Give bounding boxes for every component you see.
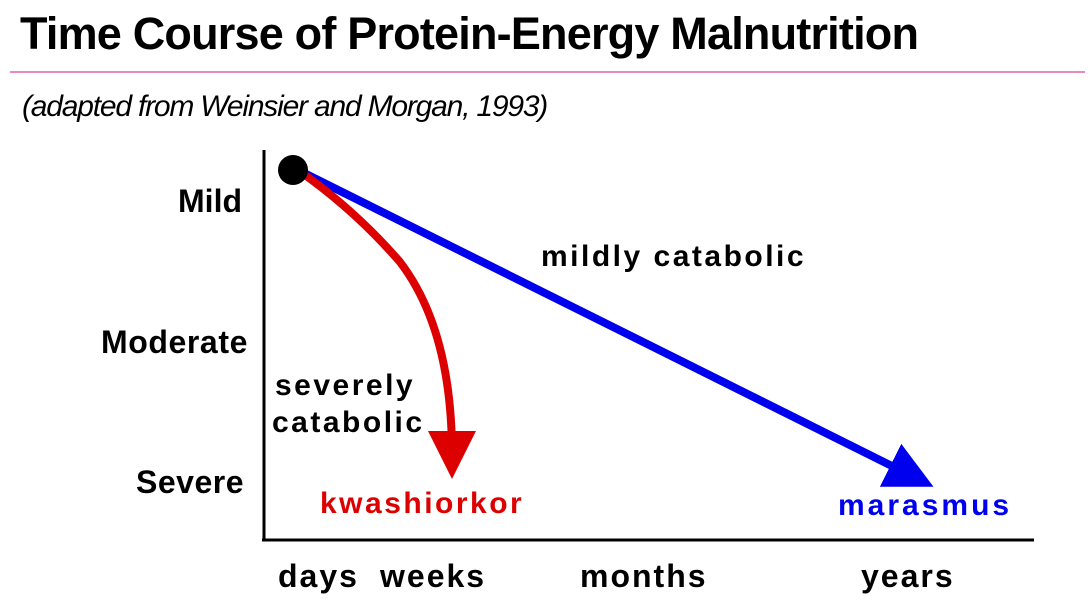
diagram-title: Time Course of Protein-Energy Malnutriti… xyxy=(20,8,919,59)
severity-label-mild: Mild xyxy=(178,183,242,219)
time-label-years: years xyxy=(861,558,955,594)
time-label-days: days xyxy=(278,558,359,594)
start-point-dot xyxy=(278,155,308,185)
severely-catabolic-label-line1: severely xyxy=(275,369,416,402)
kwashiorkor-path-arrow xyxy=(295,166,476,479)
kwashiorkor-outcome-label: kwashiorkor xyxy=(320,487,525,520)
title-divider xyxy=(10,71,1085,73)
marasmus-outcome-label: marasmus xyxy=(838,489,1013,522)
time-label-weeks: weeks xyxy=(380,558,487,594)
time-label-months: months xyxy=(580,558,708,594)
severity-label-severe: Severe xyxy=(136,464,244,500)
mildly-catabolic-label: mildly catabolic xyxy=(541,240,807,273)
severely-catabolic-label-line2: catabolic xyxy=(272,406,425,439)
marasmus-path-arrow xyxy=(296,166,934,487)
severity-label-moderate: Moderate xyxy=(100,324,248,360)
diagram-subtitle: (adapted from Weinsier and Morgan, 1993) xyxy=(22,90,548,123)
